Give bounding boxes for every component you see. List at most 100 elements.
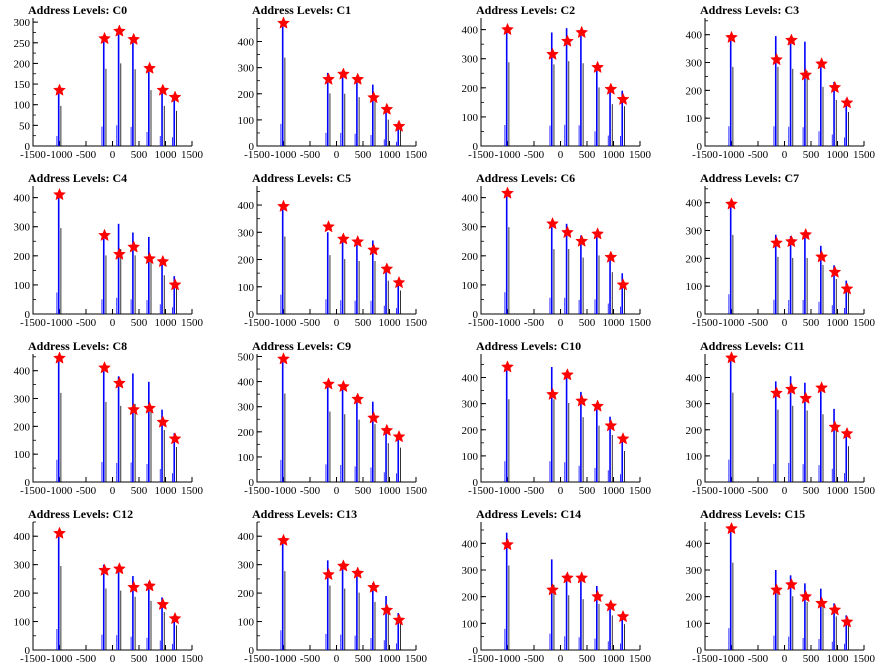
chart-panel: Address Levels: C0 0 50 100 150 200 250 300 -150… <box>0 0 224 168</box>
peak-marker <box>770 583 784 596</box>
y-tick-label: 400 <box>462 373 479 385</box>
y-tick-label: 250 <box>14 38 31 50</box>
peak-marker <box>336 559 350 572</box>
chart-svg: Address Levels: C0 0 50 100 150 200 250 300 -150… <box>14 3 204 161</box>
x-tick-label: -1000 <box>271 485 297 497</box>
x-tick-label: 500 <box>131 653 148 665</box>
x-tick-label: 1000 <box>827 149 850 161</box>
peak-marker <box>276 16 291 29</box>
peak-marker <box>322 567 336 581</box>
y-tick-label: 100 <box>238 282 255 294</box>
peak-marker <box>840 96 854 109</box>
y-tick-label: 400 <box>686 373 703 385</box>
y-tick-label: 0 <box>697 309 703 321</box>
peak-marker <box>156 415 170 428</box>
peak-marker <box>616 432 630 445</box>
peak-marker <box>143 251 157 265</box>
x-tick-label: 0 <box>782 317 788 329</box>
y-tick-label: 200 <box>238 588 255 600</box>
x-tick-label: -500 <box>524 485 545 497</box>
x-tick-label: 500 <box>803 485 820 497</box>
peak-marker <box>784 382 798 395</box>
x-tick-label: -1500 <box>692 653 718 665</box>
x-tick-label: 1500 <box>629 485 652 497</box>
peak-marker <box>156 254 170 268</box>
chart-panel: Address Levels: C3 0 100 200 300 400 -1500 -100… <box>672 0 896 168</box>
x-tick-label: -1500 <box>468 653 494 665</box>
x-tick-label: 0 <box>558 317 564 329</box>
peak-marker <box>380 603 394 616</box>
x-tick-label: 0 <box>782 653 788 665</box>
x-tick-label: -1500 <box>20 653 46 665</box>
peak-marker <box>591 589 605 603</box>
peak-marker <box>604 418 618 432</box>
x-tick-label: 500 <box>579 653 596 665</box>
x-tick-label: -500 <box>76 653 97 665</box>
peak-marker <box>784 234 798 248</box>
chart-svg: Address Levels: C10 0 100 200 300 400 -1500 -10… <box>462 339 652 497</box>
peak-marker <box>336 232 350 245</box>
peak-marker <box>784 577 798 591</box>
peak-marker <box>799 227 813 241</box>
x-tick-label: 500 <box>579 485 596 497</box>
peak-marker <box>840 426 854 440</box>
y-tick-label: 200 <box>14 58 31 70</box>
y-tick-label: 200 <box>686 85 703 97</box>
peak-marker <box>616 278 630 291</box>
y-tick-label: 200 <box>14 251 31 263</box>
axis-frame <box>32 18 192 147</box>
y-tick-label: 200 <box>462 251 479 263</box>
x-tick-label: -500 <box>524 317 545 329</box>
x-tick-label: -1000 <box>719 485 745 497</box>
x-tick-label: -1000 <box>47 653 73 665</box>
chart-title: Address Levels: C11 <box>700 339 804 353</box>
x-tick-label: -1000 <box>495 485 521 497</box>
y-tick-label: 100 <box>686 113 703 125</box>
y-tick-label: 0 <box>25 477 31 489</box>
y-tick-label: 300 <box>238 560 255 572</box>
x-tick-label: 500 <box>355 653 372 665</box>
peak-marker <box>724 521 739 535</box>
x-tick-label: 1500 <box>405 149 428 161</box>
y-tick-label: 0 <box>249 141 255 153</box>
x-tick-label: 500 <box>355 485 372 497</box>
y-tick-label: 300 <box>462 222 479 234</box>
peak-marker <box>276 199 291 212</box>
x-tick-label: 1000 <box>379 317 402 329</box>
y-tick-label: 0 <box>25 141 31 153</box>
y-tick-label: 0 <box>25 309 31 321</box>
peak-marker <box>168 278 182 291</box>
x-tick-label: 0 <box>334 149 340 161</box>
y-tick-label: 400 <box>238 377 255 389</box>
x-tick-label: 500 <box>803 149 820 161</box>
peak-marker <box>799 68 813 81</box>
peak-marker <box>604 250 618 263</box>
x-tick-label: 500 <box>579 317 596 329</box>
x-tick-label: 1000 <box>603 317 626 329</box>
x-tick-label: -500 <box>300 653 321 665</box>
y-tick-label: 300 <box>686 58 703 70</box>
x-tick-label: 1500 <box>629 653 652 665</box>
y-tick-label: 100 <box>686 281 703 293</box>
chart-title: Address Levels: C1 <box>252 3 351 17</box>
x-tick-label: 1500 <box>181 485 204 497</box>
peak-marker <box>724 30 739 44</box>
peak-marker <box>98 563 112 576</box>
peak-marker <box>336 379 350 393</box>
peak-marker <box>367 580 381 593</box>
x-tick-label: 1000 <box>603 149 626 161</box>
peak-marker <box>770 386 784 399</box>
y-tick-label: 100 <box>686 618 703 630</box>
y-tick-label: 400 <box>238 37 255 49</box>
y-tick-label: 400 <box>14 366 31 378</box>
y-tick-label: 0 <box>473 477 479 489</box>
y-tick-label: 400 <box>686 538 703 550</box>
x-tick-label: 1500 <box>181 317 204 329</box>
y-tick-label: 400 <box>686 198 703 210</box>
x-tick-label: -1000 <box>47 149 73 161</box>
chart-panel: Address Levels: C14 0 100 200 300 400 -1500 -10… <box>448 504 672 672</box>
peak-marker <box>156 597 170 611</box>
x-tick-label: -1000 <box>719 149 745 161</box>
peak-marker <box>500 22 515 36</box>
y-tick-label: 0 <box>473 309 479 321</box>
